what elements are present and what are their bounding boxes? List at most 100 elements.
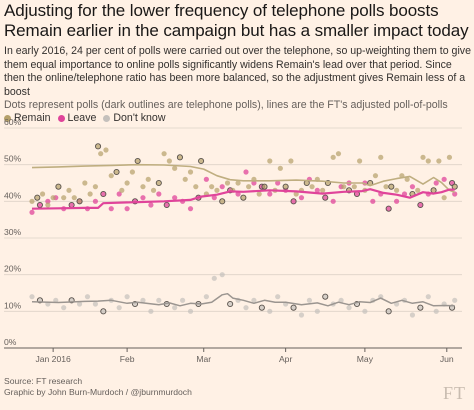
leave-poll-point <box>140 195 146 201</box>
leave-poll-point <box>409 184 416 190</box>
legend-dot-dont-know <box>103 114 111 122</box>
x-tick-label: Jun <box>440 354 454 364</box>
dont-know-poll-point <box>61 305 67 311</box>
remain-poll-point <box>357 158 363 164</box>
dont-know-poll-point <box>452 297 458 303</box>
dont-know-poll-point <box>148 308 154 314</box>
remain-poll-point <box>224 180 231 186</box>
leave-poll-point <box>45 198 51 204</box>
remain-poll-point <box>282 183 289 190</box>
dont-know-poll-point <box>29 294 35 300</box>
remain-poll-point <box>134 157 141 165</box>
dont-know-poll-point <box>258 304 265 311</box>
remain-poll-point <box>420 154 426 160</box>
remain-poll-point <box>182 176 188 182</box>
source-text: Source: FT research <box>4 376 83 386</box>
dont-know-poll-point <box>322 293 329 300</box>
dont-know-poll-point <box>362 308 368 314</box>
dont-know-poll-point <box>425 294 431 300</box>
credit-text: Graphic by John Burn-Murdoch / @jburnmur… <box>4 387 192 397</box>
leave-poll-of-polls-line <box>31 188 455 210</box>
leave-poll-point <box>156 191 162 197</box>
y-tick-label: 20% <box>4 264 22 274</box>
y-tick-label: 0% <box>4 337 17 347</box>
dont-know-poll-point <box>156 297 162 303</box>
remain-poll-point <box>430 187 437 194</box>
remain-poll-point <box>214 187 220 193</box>
y-tick-label: 30% <box>4 227 22 237</box>
chart-note: Dots represent polls (dark outlines are … <box>4 99 448 111</box>
remain-poll-point <box>351 184 357 190</box>
dont-know-poll-point <box>116 305 122 311</box>
remain-poll-point <box>172 165 178 171</box>
dont-know-poll-point <box>76 301 83 307</box>
remain-poll-point <box>103 147 109 153</box>
remain-poll-point <box>441 195 447 201</box>
x-tick-label: Jan 2016 <box>35 354 71 364</box>
dont-know-poll-point <box>275 294 281 300</box>
remain-poll-point <box>129 169 135 175</box>
leave-poll-point <box>116 191 122 197</box>
leave-poll-point <box>108 206 114 212</box>
y-tick-label: 10% <box>4 300 22 310</box>
remain-poll-point <box>261 183 268 190</box>
leave-poll-point <box>187 206 194 212</box>
y-tick-label: 50% <box>4 154 22 164</box>
leave-poll-point <box>267 191 273 197</box>
dont-know-poll-point <box>179 297 186 303</box>
x-tick-label: Feb <box>120 354 135 364</box>
remain-poll-point <box>55 183 62 190</box>
dont-know-poll-point <box>346 305 352 311</box>
dont-know-points <box>29 272 458 318</box>
dont-know-poll-point <box>124 294 130 300</box>
remain-poll-point <box>113 168 120 176</box>
remain-poll-point <box>66 187 72 193</box>
remain-poll-point <box>378 154 384 160</box>
dont-know-poll-point <box>314 308 320 314</box>
remain-poll-point <box>61 195 67 201</box>
legend-label-leave: Leave <box>67 112 97 124</box>
dont-know-poll-point <box>172 305 178 311</box>
dont-know-poll-point <box>219 272 225 278</box>
remain-poll-point <box>209 184 215 190</box>
remain-poll-point <box>34 194 41 201</box>
remain-poll-point <box>451 183 458 190</box>
dont-know-poll-point <box>100 308 107 315</box>
remain-poll-point <box>293 191 299 197</box>
leave-poll-point <box>322 194 329 201</box>
remain-poll-point <box>388 183 395 190</box>
footer: Source: FT research Graphic by John Burn… <box>4 376 192 398</box>
legend-dot-remain <box>4 114 11 122</box>
leave-poll-point <box>163 201 170 209</box>
remain-poll-point <box>166 158 172 164</box>
leave-poll-point <box>385 205 392 212</box>
remain-points <box>29 143 458 208</box>
legend-dot-leave <box>57 114 65 122</box>
remain-poll-point <box>372 173 379 179</box>
leave-poll-point <box>441 176 447 182</box>
remain-poll-point <box>161 151 167 157</box>
remain-poll-point <box>150 187 157 193</box>
dont-know-poll-point <box>417 304 424 311</box>
leave-poll-point <box>251 180 257 186</box>
remain-poll-point <box>140 184 146 190</box>
leave-poll-point <box>92 198 99 204</box>
remain-poll-point <box>87 191 93 197</box>
leave-poll-point <box>211 195 217 201</box>
leave-poll-point <box>370 198 376 204</box>
leave-poll-point <box>219 184 225 190</box>
dont-know-poll-point <box>92 301 99 307</box>
leave-poll-point <box>243 169 249 175</box>
leave-poll-point <box>452 191 458 197</box>
dont-know-poll-point <box>227 300 234 308</box>
dont-know-poll-point <box>140 297 146 303</box>
remain-poll-point <box>71 195 77 201</box>
remain-poll-point <box>108 173 114 179</box>
remain-poll-of-polls-line <box>31 163 455 193</box>
remain-poll-point <box>415 187 421 193</box>
remain-poll-point <box>176 154 184 161</box>
dont-know-poll-point <box>211 275 217 281</box>
dont-know-poll-point <box>338 297 344 303</box>
remain-poll-point <box>309 184 315 190</box>
remain-poll-point <box>187 169 194 175</box>
